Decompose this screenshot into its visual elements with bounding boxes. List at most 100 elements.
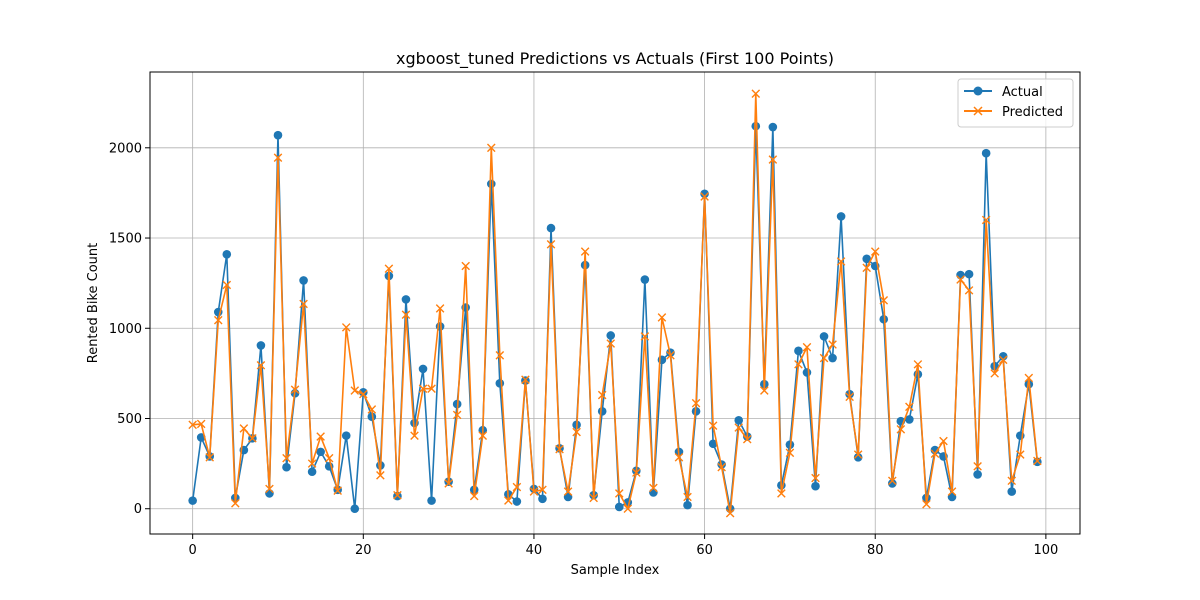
predicted-point xyxy=(529,487,539,496)
predicted-point xyxy=(555,444,564,454)
predicted-point xyxy=(486,143,496,153)
actual-point xyxy=(495,379,505,388)
actual-point xyxy=(359,388,368,397)
predicted-point xyxy=(538,485,547,495)
predicted-point xyxy=(717,462,726,472)
actual-point xyxy=(341,431,351,440)
x-tick-label: 80 xyxy=(867,543,884,558)
predicted-point xyxy=(657,313,667,322)
actual-point xyxy=(649,488,658,497)
plot-frame xyxy=(149,71,1081,535)
predicted-point xyxy=(700,192,709,201)
predicted-point xyxy=(316,432,325,441)
y-tick-label: 0 xyxy=(134,502,142,517)
predicted-point xyxy=(427,384,436,394)
predicted-point xyxy=(299,299,308,309)
predicted-point xyxy=(623,504,633,514)
predicted-point xyxy=(683,492,692,502)
predicted-point xyxy=(691,398,701,408)
actual-point xyxy=(350,504,360,514)
predicted-point xyxy=(495,351,505,360)
actual-point xyxy=(905,415,914,424)
actual-point xyxy=(486,179,496,189)
actual-point xyxy=(862,254,871,264)
predicted-point xyxy=(444,479,453,488)
actual-point xyxy=(273,130,283,140)
predicted-point xyxy=(896,425,906,434)
predicted-point xyxy=(836,257,846,266)
actual-point xyxy=(188,496,197,505)
actual-point xyxy=(299,276,308,285)
predicted-point xyxy=(734,423,744,432)
predicted-point xyxy=(512,482,522,492)
predicted-point xyxy=(998,355,1008,365)
actual-point xyxy=(282,462,291,472)
predicted-point xyxy=(649,483,658,493)
predicted-point xyxy=(239,424,249,433)
predicted-point xyxy=(674,453,684,462)
predicted-point xyxy=(632,468,641,477)
predicted-point xyxy=(845,392,854,402)
actual-point xyxy=(1007,487,1017,496)
predicted-point xyxy=(452,410,462,420)
actual-point xyxy=(307,467,317,477)
predicted-point xyxy=(922,499,931,509)
predicted-point xyxy=(231,499,240,508)
actual-point xyxy=(700,189,709,199)
predicted-point xyxy=(478,431,488,440)
y-tick-label: 500 xyxy=(117,412,142,427)
actual-point xyxy=(614,502,624,512)
actual-point xyxy=(418,364,428,374)
predicted-point xyxy=(546,240,556,249)
actual-point xyxy=(222,249,232,259)
legend-predicted-label: Predicted xyxy=(1002,105,1063,120)
predicted-point xyxy=(708,421,718,431)
legend: Actual Predicted xyxy=(957,78,1074,128)
predicted-point xyxy=(870,247,880,256)
actual-point xyxy=(956,270,965,280)
predicted-point xyxy=(341,323,351,332)
predicted-point xyxy=(853,450,863,459)
predicted-point xyxy=(819,353,829,363)
actual-point xyxy=(640,275,650,284)
predicted-point xyxy=(956,275,965,284)
actual-point xyxy=(734,416,744,425)
x-tick-label: 20 xyxy=(355,543,372,558)
predicted-point xyxy=(939,436,948,446)
predicted-point xyxy=(469,491,479,501)
legend-predicted-marker xyxy=(973,106,983,116)
predicted-point xyxy=(461,261,470,271)
predicted-point xyxy=(1015,450,1025,459)
predicted-point xyxy=(563,487,573,496)
predicted-point xyxy=(580,247,590,256)
predicted-point xyxy=(367,405,377,414)
predicted-point xyxy=(913,360,923,369)
actual-point xyxy=(683,500,692,510)
predicted-point xyxy=(947,487,957,496)
predicted-point xyxy=(265,484,274,494)
predicted-point xyxy=(1033,456,1042,466)
y-tick-label: 1000 xyxy=(109,322,142,337)
predicted-point xyxy=(614,489,624,498)
actual-point xyxy=(973,470,982,479)
predicted-point xyxy=(273,153,283,163)
predicted-point xyxy=(879,295,889,305)
series-line-predicted xyxy=(192,92,1039,515)
predicted-point xyxy=(384,264,394,274)
predicted-point xyxy=(802,342,812,352)
predicted-point xyxy=(887,476,897,486)
predicted-point xyxy=(751,89,761,98)
actual-point xyxy=(879,314,889,324)
predicted-point xyxy=(572,427,581,437)
y-axis-label: Rented Bike Count xyxy=(86,243,101,364)
legend-actual-marker xyxy=(973,86,983,96)
predicted-point xyxy=(768,155,778,164)
predicted-point xyxy=(785,448,795,458)
predicted-point xyxy=(589,493,598,503)
actual-point xyxy=(427,496,436,505)
predicted-point xyxy=(350,386,360,395)
predicted-point xyxy=(905,402,914,412)
actual-point xyxy=(367,412,377,421)
legend-actual-label: Actual xyxy=(1002,85,1043,100)
